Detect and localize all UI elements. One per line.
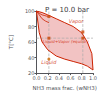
svg-text:P = 10.0 bar: P = 10.0 bar bbox=[45, 6, 89, 14]
svg-text:Liquid: Liquid bbox=[41, 59, 57, 66]
svg-text:100: 100 bbox=[25, 8, 35, 14]
svg-text:40: 40 bbox=[28, 55, 34, 61]
svg-text:Liquid+Vapor (equilib.): Liquid+Vapor (equilib.) bbox=[43, 39, 89, 44]
svg-text:0.4: 0.4 bbox=[55, 75, 63, 81]
svg-text:1.0: 1.0 bbox=[89, 75, 97, 81]
svg-text:60: 60 bbox=[28, 39, 34, 45]
svg-text:Vapor: Vapor bbox=[69, 18, 84, 25]
svg-text:NH3 mass frac. (wNH3): NH3 mass frac. (wNH3) bbox=[33, 85, 97, 91]
svg-text:0.0: 0.0 bbox=[32, 75, 40, 81]
svg-text:0.8: 0.8 bbox=[78, 75, 86, 81]
svg-text:0.6: 0.6 bbox=[66, 75, 74, 81]
svg-text:80: 80 bbox=[28, 24, 34, 30]
svg-text:0.2: 0.2 bbox=[44, 75, 52, 81]
svg-text:T[°C]: T[°C] bbox=[8, 35, 14, 50]
svg-text:20: 20 bbox=[28, 70, 35, 77]
